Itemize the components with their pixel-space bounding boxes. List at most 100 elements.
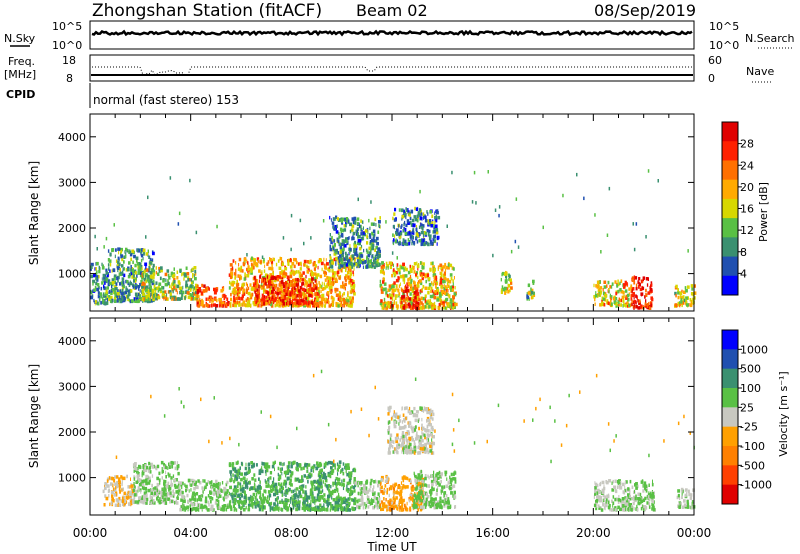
range-cell xyxy=(262,493,264,497)
range-cell xyxy=(137,271,140,275)
range-cell xyxy=(95,275,99,279)
range-cell xyxy=(313,469,315,473)
range-cell xyxy=(396,286,398,291)
range-cell xyxy=(105,290,108,294)
range-cell xyxy=(235,475,237,479)
range-cell xyxy=(142,486,145,491)
range-cell xyxy=(132,488,135,493)
range-cell xyxy=(154,287,157,291)
range-cell xyxy=(189,284,193,288)
range-cell xyxy=(302,271,305,275)
range-cell xyxy=(302,299,305,303)
range-cell xyxy=(298,285,300,289)
range-cell xyxy=(677,295,680,300)
range-cell xyxy=(646,283,649,287)
range-cell xyxy=(156,497,158,501)
range-cell xyxy=(172,297,174,301)
range-cell xyxy=(353,507,355,511)
range-cell xyxy=(276,500,279,504)
range-cell xyxy=(258,289,260,293)
range-cell xyxy=(423,236,425,240)
range-cell xyxy=(353,283,356,288)
range-cell xyxy=(435,228,439,232)
range-cell xyxy=(415,225,418,229)
range-cell xyxy=(386,293,389,298)
range-cell xyxy=(374,260,378,265)
range-cell xyxy=(150,491,154,496)
range-cell xyxy=(299,279,302,283)
range-cell xyxy=(241,269,244,273)
range-cell xyxy=(376,259,379,263)
range-cell xyxy=(193,479,196,483)
range-cell xyxy=(494,208,497,212)
range-cell xyxy=(197,304,201,308)
range-cell xyxy=(130,265,132,269)
range-cell xyxy=(173,277,176,282)
range-cell xyxy=(273,257,275,262)
freq-panel: Freq. [MHz] 18 8 60 0 Nave xyxy=(4,54,774,85)
range-cell xyxy=(95,261,99,266)
range-cell xyxy=(142,469,145,473)
range-cell xyxy=(274,285,276,290)
range-cell xyxy=(202,505,205,509)
range-cell xyxy=(530,295,533,300)
range-cell xyxy=(236,282,240,287)
range-cell xyxy=(189,288,192,292)
range-cell xyxy=(328,282,331,286)
range-cell xyxy=(321,281,323,286)
range-cell xyxy=(475,201,477,205)
range-cell xyxy=(320,469,322,473)
range-cell xyxy=(355,246,358,250)
nsky-tick-bottom-left: 10^0 xyxy=(52,39,82,52)
range-cell xyxy=(257,259,259,264)
range-cell xyxy=(99,297,101,301)
range-cell xyxy=(167,279,169,283)
range-cell xyxy=(166,297,169,301)
range-cell xyxy=(106,298,109,302)
range-cell xyxy=(613,296,616,301)
range-cell xyxy=(161,285,163,290)
range-cell xyxy=(248,480,251,485)
range-cell xyxy=(346,505,350,509)
range-cell xyxy=(134,500,137,504)
range-cell xyxy=(404,227,407,232)
range-cell xyxy=(432,237,435,242)
range-cell xyxy=(342,242,344,246)
range-cell xyxy=(498,205,501,209)
range-cell xyxy=(418,213,421,217)
range-cell xyxy=(350,268,352,272)
range-cell xyxy=(258,295,261,299)
range-cell xyxy=(229,303,231,307)
range-cell xyxy=(143,491,146,495)
range-cell xyxy=(210,304,212,308)
range-cell xyxy=(145,274,147,279)
range-cell xyxy=(346,237,349,241)
range-cell xyxy=(329,247,333,252)
range-cell xyxy=(254,281,257,285)
range-cell xyxy=(434,215,437,220)
range-cell xyxy=(315,288,318,292)
range-cell xyxy=(355,232,358,236)
range-cell xyxy=(247,503,251,508)
range-cell xyxy=(256,296,259,300)
range-cell xyxy=(164,282,168,287)
range-cell xyxy=(144,494,147,498)
range-cell xyxy=(165,278,167,282)
range-cell xyxy=(229,263,233,267)
range-cell xyxy=(356,241,359,246)
range-cell xyxy=(257,303,259,307)
range-cell xyxy=(302,501,304,506)
range-cell xyxy=(334,481,337,486)
range-cell xyxy=(269,485,272,489)
range-cell xyxy=(434,277,437,281)
range-cell xyxy=(133,466,137,471)
range-cell xyxy=(407,285,409,289)
range-cell xyxy=(130,490,132,494)
range-cell xyxy=(403,289,405,294)
range-cell xyxy=(148,466,151,470)
range-cell xyxy=(413,286,417,290)
range-cell xyxy=(309,304,311,308)
range-cell xyxy=(317,508,321,512)
range-cell xyxy=(271,280,274,285)
range-cell xyxy=(287,259,289,263)
